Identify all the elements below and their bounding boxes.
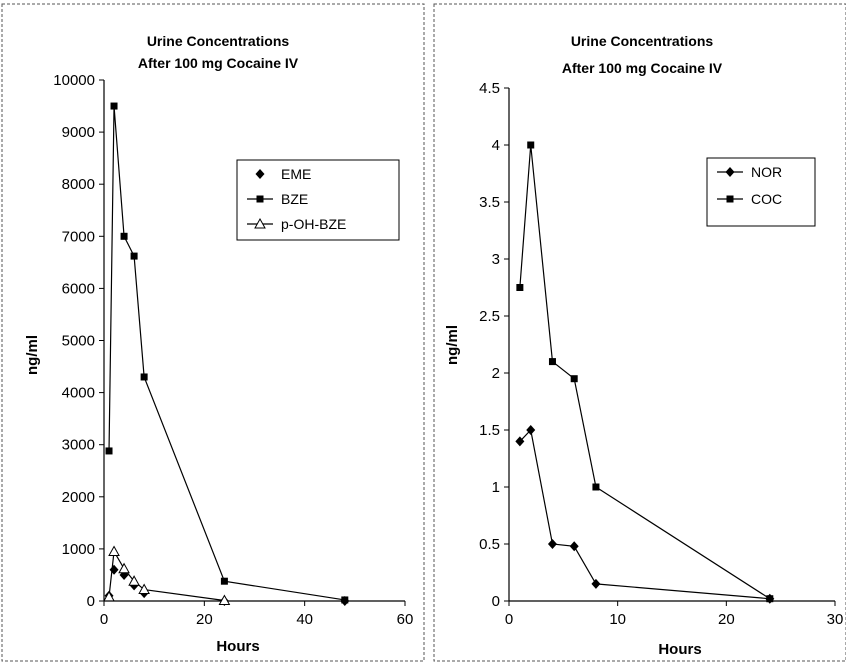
series-line-p-oh-bze bbox=[108, 549, 225, 602]
chart-title-line-2: After 100 mg Cocaine IV bbox=[138, 55, 299, 71]
data-point-coc bbox=[766, 595, 774, 603]
y-tick-label: 4.5 bbox=[479, 80, 500, 97]
y-tick-label: 10000 bbox=[53, 72, 95, 89]
data-point-bze bbox=[110, 102, 118, 110]
legend-label-p-oh-bze: p-OH-BZE bbox=[281, 216, 346, 232]
series-coc bbox=[516, 141, 774, 603]
legend-label-coc: COC bbox=[751, 191, 782, 207]
chart-title-line-1: Urine Concentrations bbox=[147, 33, 290, 49]
y-tick-label: 1000 bbox=[62, 541, 95, 558]
plot-area: 0 0.5 1 1.5 2 2.5 3 3.5 4 4.5 0 10 20 30 bbox=[479, 80, 843, 628]
y-tick-label: 4000 bbox=[62, 385, 95, 402]
y-tick-label: 2000 bbox=[62, 489, 95, 506]
plot-area: 0 1000 2000 3000 4000 5000 6000 7000 8000 9000 100… bbox=[53, 72, 413, 628]
y-tick-label: 0.5 bbox=[479, 536, 500, 553]
y-tick-label: 5000 bbox=[62, 333, 95, 350]
data-point-nor bbox=[526, 425, 536, 435]
data-point-coc bbox=[527, 141, 535, 149]
data-point-p-oh-bze bbox=[108, 545, 120, 557]
data-point-bze bbox=[130, 252, 138, 260]
y-tick-label: 2.5 bbox=[479, 308, 500, 325]
x-tick-label: 30 bbox=[827, 611, 844, 628]
y-tick-label: 4 bbox=[492, 137, 500, 154]
data-point-bze bbox=[140, 373, 148, 381]
legend: EME BZE p-OH-BZE bbox=[236, 159, 400, 241]
y-tick-label: 3000 bbox=[62, 437, 95, 454]
x-tick-label: 20 bbox=[196, 611, 213, 628]
y-tick-label: 3 bbox=[492, 251, 500, 268]
legend-marker-bze bbox=[256, 195, 264, 203]
data-point-coc bbox=[548, 358, 556, 366]
legend-label-nor: NOR bbox=[751, 164, 782, 180]
data-point-nor bbox=[547, 539, 557, 549]
y-tick-label: 3.5 bbox=[479, 194, 500, 211]
chart-title-line-2: After 100 mg Cocaine IV bbox=[562, 60, 723, 76]
data-point-p-oh-bze bbox=[218, 594, 231, 605]
x-tick-label: 0 bbox=[100, 611, 108, 628]
legend-marker-p-oh-bze bbox=[254, 217, 266, 229]
y-tick-label: 7000 bbox=[62, 228, 95, 245]
y-tick-label: 6000 bbox=[62, 280, 95, 297]
x-axis-title: Hours bbox=[658, 641, 701, 658]
chart-panel-left: Urine Concentrations After 100 mg Cocain… bbox=[1, 3, 425, 662]
data-point-bze bbox=[105, 447, 113, 455]
data-point-p-oh-bze bbox=[118, 562, 130, 574]
x-tick-label: 20 bbox=[718, 611, 735, 628]
y-axis-title: ng/ml bbox=[444, 325, 461, 365]
data-point-p-oh-bze bbox=[128, 575, 140, 586]
legend: NOR COC bbox=[706, 157, 816, 227]
data-point-nor bbox=[591, 578, 601, 589]
legend-marker-eme bbox=[255, 169, 265, 179]
y-tick-label: 9000 bbox=[62, 124, 95, 141]
x-tick-label: 60 bbox=[397, 611, 414, 628]
data-point-bze bbox=[120, 232, 128, 240]
y-tick-label: 1.5 bbox=[479, 422, 500, 439]
data-point-nor bbox=[569, 541, 579, 552]
x-tick-label: 0 bbox=[505, 611, 513, 628]
panel-frame bbox=[433, 3, 846, 662]
data-point-bze bbox=[341, 596, 349, 604]
data-point-coc bbox=[570, 375, 578, 383]
series-bze bbox=[105, 102, 349, 604]
series-p-oh-bze bbox=[103, 545, 231, 605]
data-point-nor bbox=[515, 436, 525, 447]
chart-title-line-1: Urine Concentrations bbox=[571, 33, 714, 49]
data-point-p-oh-bze bbox=[103, 590, 115, 602]
legend-marker-coc bbox=[726, 195, 734, 203]
y-axis-title: ng/ml bbox=[24, 335, 41, 375]
series-line-coc bbox=[519, 144, 771, 600]
legend-label-eme: EME bbox=[281, 166, 311, 182]
y-tick-label: 0 bbox=[87, 593, 95, 610]
data-point-bze bbox=[220, 577, 228, 585]
legend-label-bze: BZE bbox=[281, 191, 308, 207]
x-axis-title: Hours bbox=[216, 638, 259, 655]
y-tick-label: 2 bbox=[492, 365, 500, 382]
chart-panel-right: Urine Concentrations After 100 mg Cocain… bbox=[433, 3, 846, 662]
legend-marker-nor bbox=[725, 167, 735, 177]
data-point-coc bbox=[516, 284, 524, 291]
legend-box bbox=[706, 157, 816, 227]
y-tick-label: 8000 bbox=[62, 176, 95, 193]
panel-frame bbox=[1, 3, 425, 662]
data-point-p-oh-bze bbox=[138, 583, 150, 595]
y-tick-label: 1 bbox=[492, 479, 500, 496]
y-tick-label: 0 bbox=[492, 593, 500, 610]
x-tick-label: 40 bbox=[296, 611, 313, 628]
x-tick-label: 10 bbox=[609, 611, 626, 628]
data-point-coc bbox=[592, 483, 600, 491]
